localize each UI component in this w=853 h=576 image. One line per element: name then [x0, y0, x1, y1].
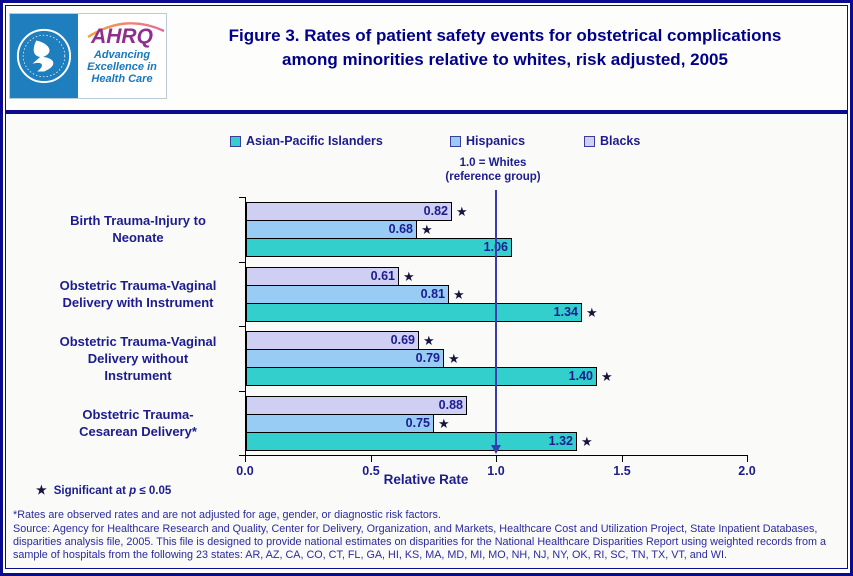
y-axis-tick [239, 326, 245, 327]
x-axis-tick-label: 0.5 [362, 464, 380, 478]
figure-title-line1: Figure 3. Rates of patient safety events… [228, 26, 782, 45]
bar-value-label: 0.75 [405, 415, 430, 430]
bar-hispanics: 0.81 [246, 284, 449, 304]
bar-value-label: 0.79 [415, 351, 440, 365]
significance-star-icon: ★ [448, 351, 460, 366]
y-axis-tick [239, 262, 245, 263]
x-axis-tick [622, 456, 623, 462]
x-axis-tick [245, 456, 246, 462]
rates-footnote: *Rates are observed rates and are not ad… [13, 509, 441, 521]
legend-label: Asian-Pacific Islanders [246, 134, 383, 148]
significance-star-icon: ★ [581, 433, 593, 449]
y-axis-tick [239, 391, 245, 392]
legend-swatch-hispanics [450, 135, 461, 147]
x-axis-tick-label: 2.0 [738, 464, 756, 478]
bar-asian-pacific-islanders: 1.34 [246, 302, 582, 322]
legend-swatch-asian-pacific-islanders [230, 135, 241, 147]
significance-star-icon: ★ [601, 369, 613, 384]
bar-asian-pacific-islanders: 1.32 [246, 431, 577, 451]
bar-value-label: 1.40 [568, 369, 593, 383]
bar-value-label: 0.61 [370, 268, 395, 283]
plot-axes [245, 197, 748, 456]
y-axis-tick [239, 197, 245, 198]
significance-star-icon: ★ [438, 415, 450, 431]
ahrq-tagline: Advancing Excellence in Health Care [87, 49, 157, 85]
significance-note: ★ Significant at p ≤ 0.05 [36, 483, 172, 497]
reference-line-arrow-icon [491, 445, 501, 454]
category-label: Obstetric Trauma-Vaginal Delivery with In… [59, 277, 217, 310]
bar-hispanics: 0.68 [246, 220, 417, 239]
category-label: Birth Trauma-Injury to Neonate [70, 213, 206, 246]
ahrq-logo-panel: AHRQ Advancing Excellence in Health Care [78, 14, 166, 98]
bar-value-label: 0.88 [438, 397, 463, 412]
legend-item-asian-pacific-islanders: Asian-Pacific Islanders [230, 134, 383, 148]
x-axis-tick-label: 1.0 [487, 464, 505, 478]
ahrq-arc-icon [87, 22, 165, 39]
category-label: Obstetric Trauma-Vaginal Delivery without… [59, 333, 217, 383]
significance-star-icon: ★ [586, 304, 598, 320]
hhs-seal-icon [16, 28, 72, 84]
figure-title-line2: among minorities relative to whites, ris… [282, 50, 728, 69]
bar-hispanics: 0.79 [246, 349, 444, 368]
bar-value-label: 0.82 [423, 204, 448, 218]
bar-blacks: 0.82 [246, 202, 452, 221]
category-label: Obstetric Trauma- Cesarean Delivery* [79, 406, 197, 439]
legend-label: Hispanics [466, 134, 526, 148]
bar-asian-pacific-islanders: 1.06 [246, 238, 512, 257]
x-axis-tick [496, 456, 497, 462]
ahrq-logo: AHRQ Advancing Excellence in Health Care [10, 14, 166, 98]
x-axis-tick-label: 0.0 [236, 464, 254, 478]
bar-value-label: 0.68 [388, 222, 413, 236]
significance-star-icon: ★ [36, 483, 47, 497]
x-axis-tick [747, 456, 748, 462]
bar-blacks: 0.61 [246, 266, 399, 286]
header: AHRQ Advancing Excellence in Health Care… [6, 6, 847, 110]
bar-value-label: 1.06 [247, 239, 511, 256]
bar-value-label: 1.34 [553, 304, 578, 319]
figure-inner-frame: AHRQ Advancing Excellence in Health Care… [5, 5, 848, 569]
bar-hispanics: 0.75 [246, 413, 434, 433]
reference-group-note: 1.0 = Whites (reference group) [445, 157, 541, 183]
hhs-logo-panel [10, 14, 78, 98]
legend-swatch-blacks [584, 135, 595, 147]
bar-value-label: 0.69 [390, 333, 415, 347]
y-axis-tick [239, 455, 245, 456]
legend-item-blacks: Blacks [584, 134, 640, 148]
significance-star-icon: ★ [453, 286, 465, 302]
bar-blacks: 0.88 [246, 395, 467, 415]
bar-value-label: 1.32 [548, 433, 573, 448]
source-footnote: Source: Agency for Healthcare Research a… [13, 523, 826, 562]
x-axis-title: Relative Rate [383, 472, 469, 487]
reference-line [495, 190, 497, 446]
figure-title: Figure 3. Rates of patient safety events… [171, 24, 839, 72]
bar-asian-pacific-islanders: 1.40 [246, 367, 597, 386]
legend-item-hispanics: Hispanics [450, 134, 525, 148]
header-divider [6, 110, 847, 114]
bar-value-label: 0.81 [420, 286, 445, 301]
ahrq-wordmark: AHRQ [91, 25, 153, 48]
legend-label: Blacks [600, 134, 641, 148]
significance-star-icon: ★ [421, 222, 433, 237]
significance-star-icon: ★ [423, 333, 435, 348]
bar-blacks: 0.69 [246, 331, 419, 350]
x-axis-tick-label: 1.5 [613, 464, 631, 478]
significance-star-icon: ★ [403, 268, 415, 284]
significance-star-icon: ★ [456, 204, 468, 219]
x-axis-tick [371, 456, 372, 462]
